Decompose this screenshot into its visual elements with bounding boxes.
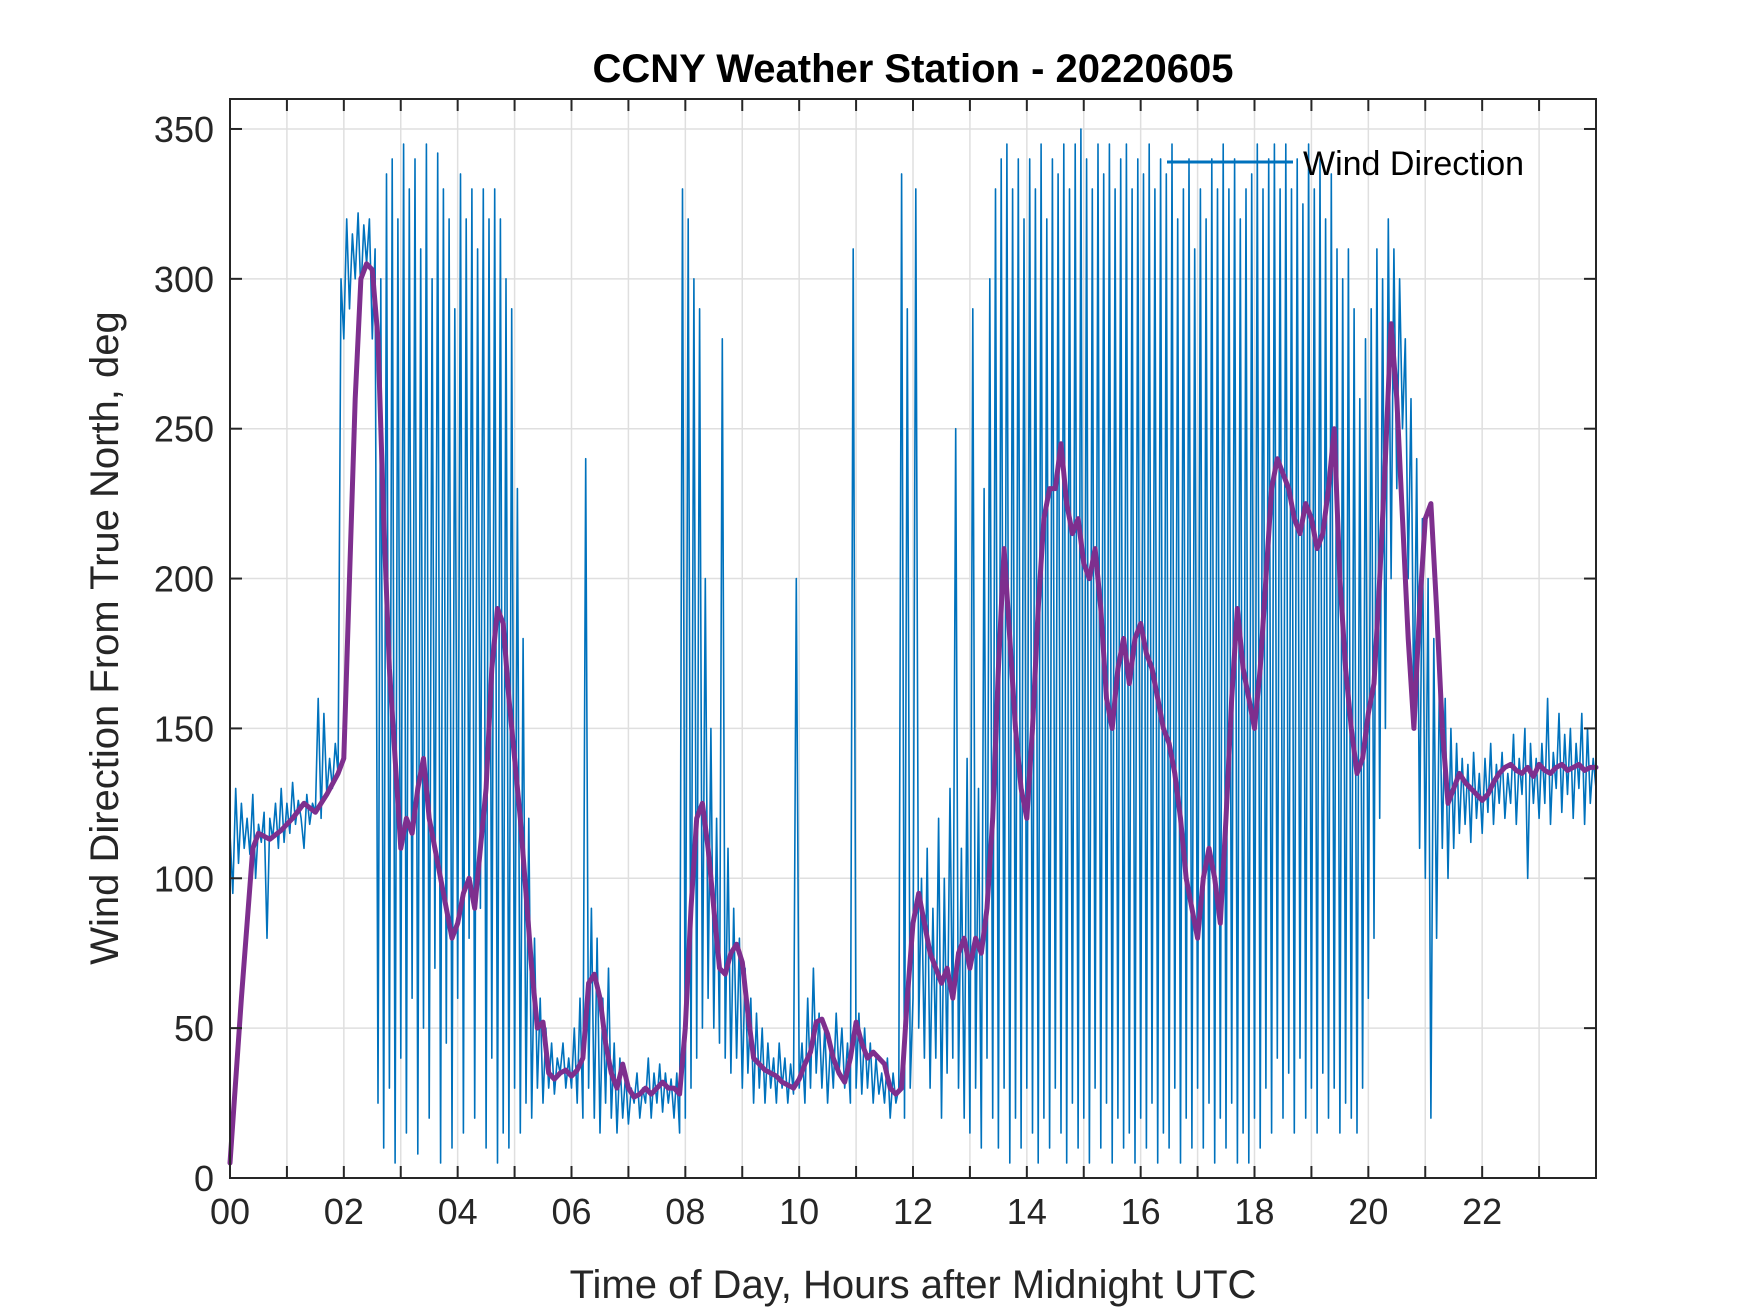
x-tick-label: 16 (1121, 1191, 1161, 1232)
x-tick-label: 18 (1234, 1191, 1274, 1232)
chart-title: CCNY Weather Station - 20220605 (593, 47, 1234, 91)
y-tick-label: 250 (154, 409, 214, 450)
legend-label-wind-direction: Wind Direction (1303, 145, 1524, 183)
x-tick-label: 22 (1462, 1191, 1502, 1232)
y-tick-label: 200 (154, 559, 214, 600)
y-tick-label: 50 (174, 1008, 214, 1049)
x-tick-label: 14 (1007, 1191, 1047, 1232)
x-tick-label: 02 (324, 1191, 364, 1232)
tick-labels: 00 02 04 06 08 10 12 14 16 18 20 22 0 50 100 150 200 250 3… (154, 109, 1502, 1232)
series-layer (227, 128, 1599, 1166)
y-tick-label: 100 (154, 858, 214, 899)
series-line-wind-direction (229, 128, 1597, 1164)
x-tick-label: 04 (438, 1191, 478, 1232)
series-line-smoothed-wind-direction (227, 261, 1599, 1166)
y-tick-label: 350 (154, 109, 214, 150)
y-tick-label: 300 (154, 259, 214, 300)
x-tick-label: 06 (551, 1191, 591, 1232)
x-tick-label: 12 (893, 1191, 933, 1232)
x-tick-label: 20 (1348, 1191, 1388, 1232)
x-tick-label: 10 (779, 1191, 819, 1232)
axis-ticks (230, 99, 1596, 1179)
y-tick-label: 150 (154, 708, 214, 749)
y-tick-label: 0 (194, 1158, 214, 1199)
x-tick-label: 00 (210, 1191, 250, 1232)
x-tick-label: 08 (665, 1191, 705, 1232)
legend: Wind Direction (1167, 145, 1524, 183)
x-axis-title: Time of Day, Hours after Midnight UTC (570, 1263, 1257, 1307)
y-axis-title: Wind Direction From True North, deg (83, 311, 127, 965)
